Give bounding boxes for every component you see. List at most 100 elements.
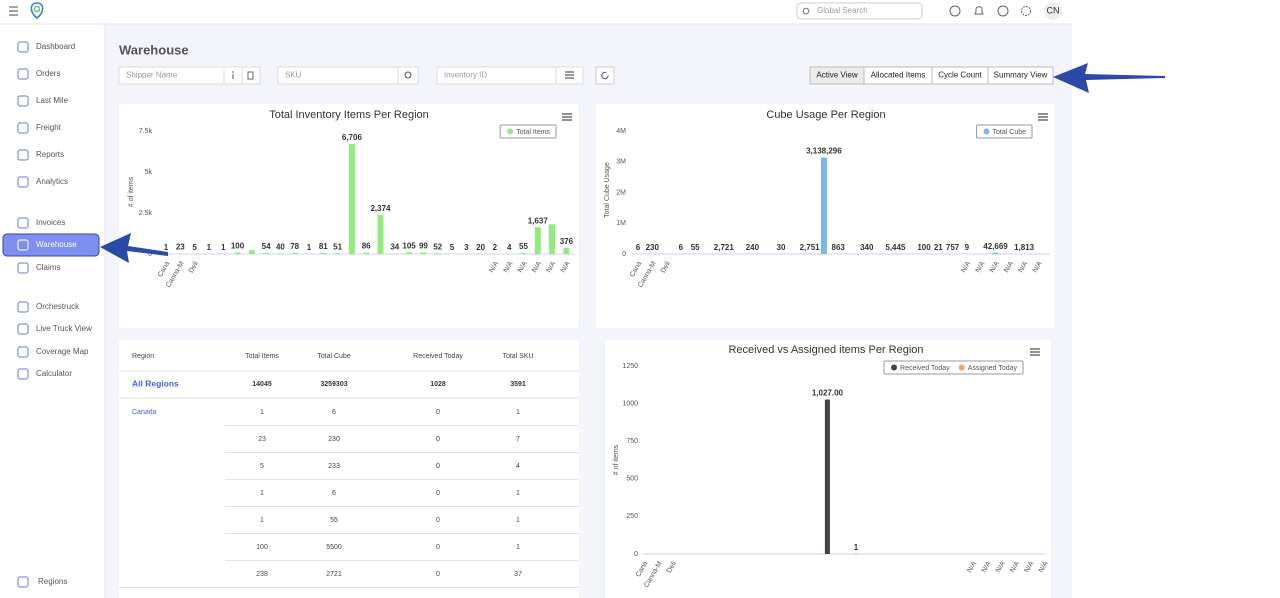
data-label: 34 <box>390 243 399 252</box>
avatar-initials: CN <box>1047 5 1060 15</box>
history-icon[interactable] <box>997 5 1009 17</box>
refresh-button[interactable] <box>595 66 615 85</box>
table-cell: 1 <box>260 409 264 416</box>
avatar[interactable] <box>1044 2 1062 20</box>
menu-item[interactable]: Claims <box>36 263 60 272</box>
legend-marker <box>958 364 965 371</box>
settings-icon[interactable] <box>1021 6 1031 16</box>
inventory-placeholder: Inventory ID <box>444 71 487 80</box>
legend-box <box>976 124 1033 139</box>
y-tick-label: 4M <box>616 128 626 135</box>
column-header: Region <box>132 353 154 360</box>
data-label: 86 <box>362 242 371 251</box>
data-label: 1 <box>207 243 212 252</box>
data-label: 6,706 <box>342 133 363 142</box>
data-label: 3 <box>464 243 469 252</box>
y-axis-title: # of items <box>128 176 135 207</box>
table-cell: 23 <box>258 436 266 443</box>
annotation-arrow <box>100 233 168 263</box>
bar <box>824 399 830 554</box>
data-label: 55 <box>519 242 528 251</box>
table-cell: 238 <box>256 571 268 578</box>
bar <box>320 252 327 254</box>
table-cell: 5500 <box>326 544 342 551</box>
total-cell[interactable]: All Regions <box>132 378 179 388</box>
menu-icon <box>17 576 29 588</box>
info-button[interactable] <box>232 71 234 79</box>
data-label: 30 <box>777 243 786 252</box>
data-label: 4 <box>507 243 512 252</box>
sku-input[interactable] <box>277 66 419 85</box>
bar <box>248 250 255 254</box>
menu-item[interactable]: Invoices <box>36 218 65 227</box>
sku-search-button[interactable] <box>404 71 412 79</box>
legend-label[interactable]: Received Today <box>900 365 950 372</box>
menu-item[interactable]: Orders <box>36 69 60 78</box>
data-label: 863 <box>832 243 846 252</box>
data-label: 2,751 <box>800 243 821 252</box>
data-label: 2,721 <box>714 243 735 252</box>
table-cell: 0 <box>436 436 440 443</box>
list-button[interactable] <box>565 71 574 79</box>
inventory-input[interactable] <box>436 66 584 85</box>
data-label: 1 <box>307 243 312 252</box>
menu-item[interactable]: Freight <box>36 123 62 132</box>
data-label: 376 <box>560 237 574 246</box>
menu-item[interactable]: Orchestruck <box>36 302 80 311</box>
data-label: 1 <box>854 543 859 552</box>
bar <box>520 253 527 254</box>
data-label: 1,637 <box>528 216 549 225</box>
legend-box <box>883 360 1024 375</box>
tab-label: Active View <box>816 71 857 80</box>
y-axis-title: Total Cube Usage <box>604 162 611 218</box>
bar <box>434 253 441 254</box>
logo[interactable] <box>30 2 44 20</box>
data-label: 100 <box>231 241 245 250</box>
menu-item[interactable]: Dashboard <box>36 42 75 51</box>
y-tick-label: 0 <box>622 251 626 258</box>
global-search[interactable] <box>796 2 923 20</box>
legend: Total Cube <box>976 124 1033 139</box>
legend-label[interactable]: Total Cube <box>993 129 1027 136</box>
menu-item[interactable]: Warehouse <box>36 240 77 249</box>
total-cell: 3259303 <box>320 381 347 388</box>
menu-icon <box>17 301 29 313</box>
menu-item[interactable]: Coverage Map <box>36 347 89 356</box>
data-label: 52 <box>433 242 442 251</box>
menu-icon <box>17 262 29 274</box>
bar <box>234 252 241 254</box>
shipper-input[interactable] <box>118 66 261 85</box>
data-label: 20 <box>476 243 485 252</box>
help-icon[interactable] <box>949 5 961 17</box>
menu-item[interactable]: Reports <box>36 150 64 159</box>
y-tick-label: 5k <box>145 169 153 176</box>
legend-marker <box>983 128 990 135</box>
data-label: 42,669 <box>983 242 1008 251</box>
notification-icon[interactable] <box>974 6 984 15</box>
menu-item[interactable]: Analytics <box>36 177 68 186</box>
tab-label: Allocated Items <box>871 71 926 80</box>
menu-item[interactable]: Last Mile <box>36 96 69 105</box>
menu-item[interactable]: Calculator <box>36 369 72 378</box>
table-cell: 233 <box>328 463 340 470</box>
delete-button[interactable] <box>247 71 254 80</box>
menu-button[interactable] <box>9 6 18 16</box>
bar <box>291 252 298 254</box>
legend-label[interactable]: Assigned Today <box>968 365 1018 372</box>
y-tick-label: 750 <box>626 438 638 445</box>
data-label: 40 <box>276 242 285 251</box>
bar <box>549 224 556 254</box>
menu-item[interactable]: Regions <box>38 577 67 586</box>
y-tick-label: 0 <box>634 551 638 558</box>
legend-label[interactable]: Total Items <box>516 129 550 136</box>
table-cell: 0 <box>436 463 440 470</box>
shipper-placeholder: Shipper Name <box>126 71 178 80</box>
legend-marker <box>891 364 898 371</box>
data-label: 6 <box>679 243 684 252</box>
tab[interactable] <box>987 66 1054 85</box>
region-link[interactable]: Canada <box>132 409 157 416</box>
menu-icon <box>17 68 29 80</box>
chart-title: Total Inventory Items Per Region <box>269 109 429 121</box>
menu-item[interactable]: Live Truck View <box>36 324 92 333</box>
table-cell: 100 <box>256 544 268 551</box>
